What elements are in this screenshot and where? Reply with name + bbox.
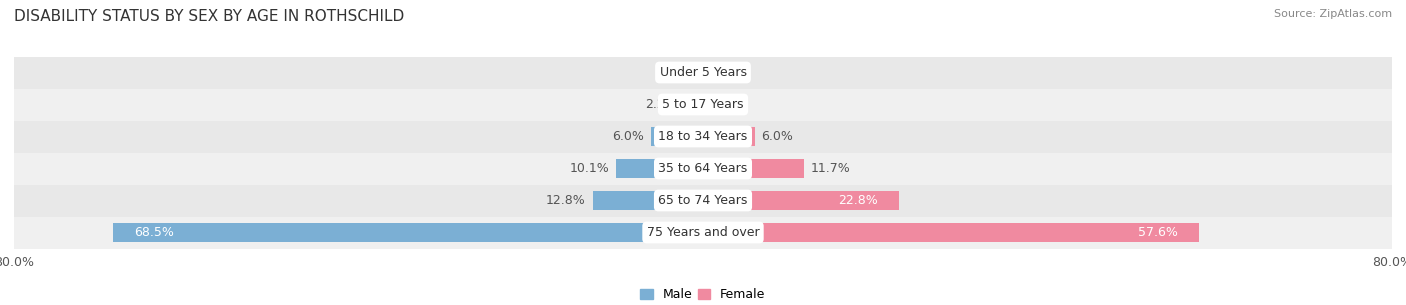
Text: 10.1%: 10.1% xyxy=(569,162,609,175)
Bar xyxy=(685,95,703,114)
Bar xyxy=(14,88,1392,120)
Bar xyxy=(703,223,1199,242)
Text: 11.7%: 11.7% xyxy=(811,162,851,175)
Text: 22.8%: 22.8% xyxy=(838,194,877,207)
Text: 0.0%: 0.0% xyxy=(710,66,742,79)
Text: 65 to 74 Years: 65 to 74 Years xyxy=(658,194,748,207)
Text: DISABILITY STATUS BY SEX BY AGE IN ROTHSCHILD: DISABILITY STATUS BY SEX BY AGE IN ROTHS… xyxy=(14,9,405,24)
Text: 12.8%: 12.8% xyxy=(546,194,586,207)
Bar xyxy=(703,191,900,210)
Bar xyxy=(112,223,703,242)
Bar xyxy=(703,159,804,178)
Text: 68.5%: 68.5% xyxy=(135,226,174,239)
Text: 0.0%: 0.0% xyxy=(664,66,696,79)
Text: 2.2%: 2.2% xyxy=(645,98,678,111)
Bar xyxy=(14,120,1392,152)
Text: 6.0%: 6.0% xyxy=(762,130,793,143)
Bar xyxy=(14,56,1392,88)
Bar xyxy=(14,152,1392,185)
Text: 0.0%: 0.0% xyxy=(710,98,742,111)
Text: 75 Years and over: 75 Years and over xyxy=(647,226,759,239)
Bar xyxy=(703,127,755,146)
Text: 18 to 34 Years: 18 to 34 Years xyxy=(658,130,748,143)
Bar xyxy=(651,127,703,146)
Legend: Male, Female: Male, Female xyxy=(636,283,770,305)
Bar xyxy=(616,159,703,178)
Text: 6.0%: 6.0% xyxy=(613,130,644,143)
Bar xyxy=(14,217,1392,249)
Text: 5 to 17 Years: 5 to 17 Years xyxy=(662,98,744,111)
Text: Under 5 Years: Under 5 Years xyxy=(659,66,747,79)
Text: Source: ZipAtlas.com: Source: ZipAtlas.com xyxy=(1274,9,1392,19)
Text: 35 to 64 Years: 35 to 64 Years xyxy=(658,162,748,175)
Bar xyxy=(593,191,703,210)
Bar xyxy=(14,185,1392,217)
Text: 57.6%: 57.6% xyxy=(1137,226,1177,239)
